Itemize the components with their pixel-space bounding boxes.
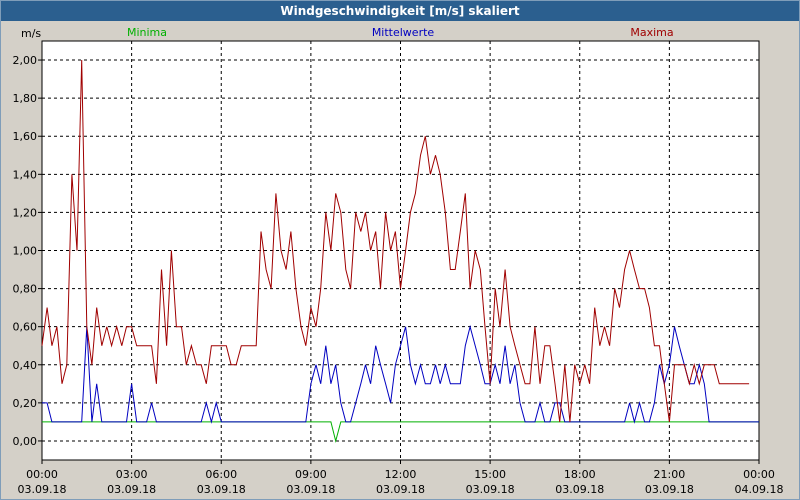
x-tick-date: 03.09.18 xyxy=(286,483,335,496)
y-tick-label: 1,00 xyxy=(13,245,38,258)
x-tick-time: 00:00 xyxy=(26,468,58,481)
y-tick-label: 1,20 xyxy=(13,206,38,219)
y-tick-label: 1,60 xyxy=(13,130,38,143)
x-tick-date: 03.09.18 xyxy=(376,483,425,496)
y-tick-label: 1,80 xyxy=(13,92,38,105)
chart-canvas: 0,00 0,20 0,40 0,60 0,80 1,00 1,20 1,40 1,60 1,80… xyxy=(13,26,784,496)
x-tick-time: 18:00 xyxy=(564,468,596,481)
chart-title: Windgeschwindigkeit [m/s] skaliert xyxy=(1,1,799,21)
x-tick-date: 03.09.18 xyxy=(466,483,515,496)
x-tick-date: 03.09.18 xyxy=(555,483,604,496)
x-tick-date: 03.09.18 xyxy=(645,483,694,496)
y-tick-label: 1,40 xyxy=(13,168,38,181)
y-tick-label: 0,20 xyxy=(13,397,38,410)
y-tick-label: 2,00 xyxy=(13,54,38,67)
x-tick-time: 03:00 xyxy=(116,468,148,481)
y-tick-label: 0,00 xyxy=(13,435,38,448)
legend-maxima: Maxima xyxy=(630,26,673,39)
x-tick-time: 06:00 xyxy=(205,468,237,481)
x-tick-date: 03.09.18 xyxy=(197,483,246,496)
legend-mittelwerte: Mittelwerte xyxy=(372,26,435,39)
x-tick-time: 09:00 xyxy=(295,468,327,481)
y-tick-label: 0,40 xyxy=(13,359,38,372)
y-axis-label: m/s xyxy=(21,27,41,40)
x-tick-time: 21:00 xyxy=(654,468,686,481)
x-tick-time: 12:00 xyxy=(385,468,417,481)
y-tick-label: 0,60 xyxy=(13,321,38,334)
x-tick-time: 15:00 xyxy=(474,468,506,481)
x-tick-date: 03.09.18 xyxy=(107,483,156,496)
y-tick-label: 0,80 xyxy=(13,283,38,296)
series-line-mittelwerte xyxy=(42,324,759,424)
x-tick-date: 03.09.18 xyxy=(18,483,67,496)
x-tick-time: 00:00 xyxy=(743,468,775,481)
series-line-maxima xyxy=(41,59,750,422)
x-tick-date: 04.09.18 xyxy=(735,483,784,496)
legend-minima: Minima xyxy=(127,26,167,39)
